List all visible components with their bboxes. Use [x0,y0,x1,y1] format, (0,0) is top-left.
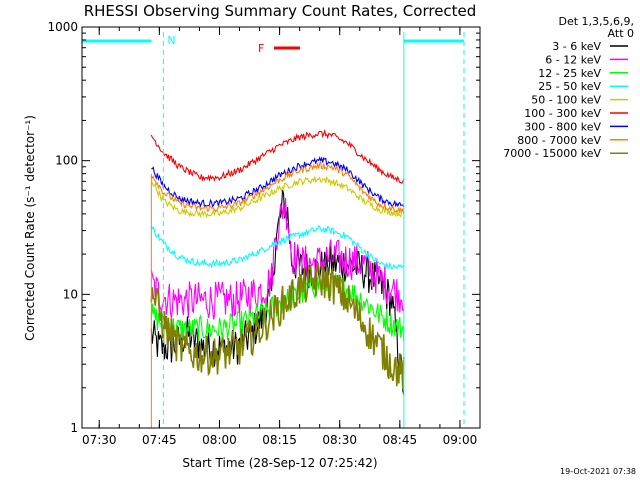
x-tick-label: 08:45 [383,433,418,447]
y-tick-label: 10 [63,287,78,301]
series-line [150,128,405,184]
attenuator-and-flags: NF [82,32,465,428]
annotation-n: N [167,34,175,47]
x-axis-label: Start Time (28-Sep-12 07:25:42) [182,456,377,470]
plot-frame [81,26,481,429]
legend-label: 50 - 100 keV [531,94,601,107]
legend-header-line-1: Det 1,3,5,6,9, [558,15,634,28]
series-line [150,161,405,215]
x-tick-label: 09:00 [443,433,478,447]
x-tick-label: 07:45 [142,433,177,447]
series-line [150,224,405,271]
legend-label: 12 - 25 keV [538,67,601,80]
chart-title: RHESSI Observing Summary Count Rates, Co… [84,2,477,20]
legend-label: 300 - 800 keV [524,120,601,133]
legend-header-line-2: Att 0 [608,27,634,40]
x-tick-label: 07:30 [82,433,117,447]
legend-label: 3 - 6 keV [552,40,601,53]
y-axis-label: Corrected Count Rate (s⁻¹ detector⁻¹) [23,115,37,341]
generation-timestamp: 19-Oct-2021 07:38 [560,467,636,476]
axes: 07:30 07:45 08:00 08:15 08:30 08:45 09:00 1 10 10… [47,20,481,447]
plot-area [150,128,405,428]
legend-label: 100 - 300 keV [524,107,601,120]
series-line [150,262,405,390]
y-tick-label: 1000 [47,20,78,34]
legend-label: 800 - 7000 keV [517,134,601,147]
x-tick-label: 08:30 [322,433,357,447]
legend-label: 25 - 50 keV [538,80,601,93]
series-line [150,176,405,219]
legend-label: 7000 - 15000 keV [503,147,601,160]
legend-label: 6 - 12 keV [545,53,601,66]
series-line [151,156,405,209]
annotation-f: F [258,42,264,55]
y-tick-label: 1 [70,421,78,435]
series-line [150,197,405,320]
y-tick-label: 100 [55,154,78,168]
x-tick-label: 08:00 [202,433,237,447]
x-tick-label: 08:15 [262,433,297,447]
